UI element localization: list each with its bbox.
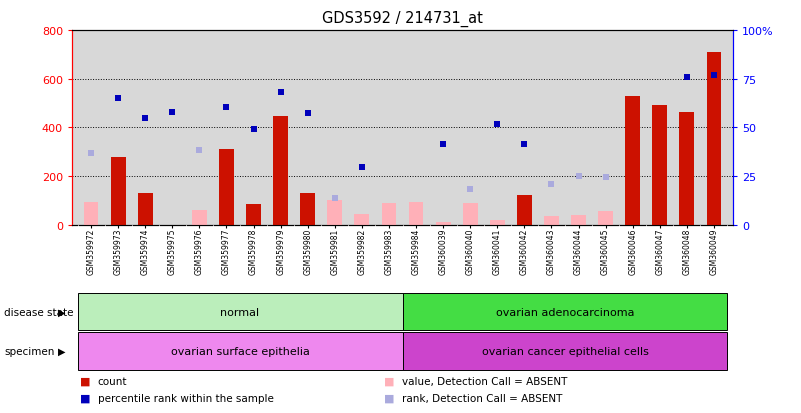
Text: percentile rank within the sample: percentile rank within the sample (98, 393, 274, 403)
Bar (403, 332, 727, 370)
Text: GSM359976: GSM359976 (195, 228, 204, 275)
Bar (300, 194, 315, 225)
Text: ovarian cancer epithelial cells: ovarian cancer epithelial cells (481, 346, 649, 356)
Bar (403, 293, 727, 330)
Text: GSM360042: GSM360042 (520, 228, 529, 275)
Bar (626, 97, 640, 225)
Text: count: count (98, 376, 127, 386)
Bar (706, 53, 722, 225)
Text: GSM359983: GSM359983 (384, 228, 393, 275)
Text: GSM360043: GSM360043 (547, 228, 556, 275)
Bar (490, 220, 505, 225)
Text: rank, Detection Call = ABSENT: rank, Detection Call = ABSENT (402, 393, 562, 403)
Text: GSM359977: GSM359977 (222, 228, 231, 275)
Bar (544, 216, 559, 225)
Text: ■: ■ (384, 376, 395, 386)
Text: ■: ■ (80, 376, 91, 386)
Text: GSM360046: GSM360046 (628, 228, 638, 275)
Text: GSM360045: GSM360045 (601, 228, 610, 275)
Bar (246, 204, 261, 225)
Bar (78, 293, 403, 330)
Bar (571, 216, 586, 225)
Bar (436, 223, 451, 225)
Text: GSM359980: GSM359980 (304, 228, 312, 275)
Text: GSM359984: GSM359984 (412, 228, 421, 275)
Text: GSM360039: GSM360039 (439, 228, 448, 275)
Text: ▶: ▶ (58, 346, 66, 356)
Bar (78, 332, 403, 370)
Text: GSM359982: GSM359982 (357, 228, 366, 275)
Bar (138, 194, 153, 225)
Bar (328, 201, 342, 225)
Text: GSM360041: GSM360041 (493, 228, 501, 275)
Bar (598, 212, 613, 225)
Bar (83, 202, 99, 225)
Text: GSM360040: GSM360040 (465, 228, 475, 275)
Text: ▶: ▶ (58, 307, 66, 317)
Text: GSM359978: GSM359978 (249, 228, 258, 275)
Text: specimen: specimen (4, 346, 54, 356)
Text: ■: ■ (384, 393, 395, 403)
Bar (652, 106, 667, 225)
Bar (463, 203, 477, 225)
Text: GSM359975: GSM359975 (167, 228, 177, 275)
Text: GSM359973: GSM359973 (114, 228, 123, 275)
Text: normal: normal (220, 307, 260, 317)
Bar (111, 157, 126, 225)
Text: value, Detection Call = ABSENT: value, Detection Call = ABSENT (402, 376, 567, 386)
Text: GSM359972: GSM359972 (87, 228, 95, 275)
Text: GSM360049: GSM360049 (710, 228, 718, 275)
Text: GSM359981: GSM359981 (330, 228, 340, 275)
Text: GSM359979: GSM359979 (276, 228, 285, 275)
Text: ovarian surface epithelia: ovarian surface epithelia (171, 346, 309, 356)
Bar (409, 202, 424, 225)
Bar (219, 150, 234, 225)
Bar (381, 203, 396, 225)
Text: GSM359974: GSM359974 (141, 228, 150, 275)
Bar (517, 196, 532, 225)
Bar (273, 117, 288, 225)
Text: ovarian adenocarcinoma: ovarian adenocarcinoma (496, 307, 634, 317)
Text: ■: ■ (80, 393, 91, 403)
Bar (679, 112, 694, 225)
Text: GSM360048: GSM360048 (682, 228, 691, 275)
Text: GDS3592 / 214731_at: GDS3592 / 214731_at (322, 10, 483, 26)
Bar (354, 214, 369, 225)
Text: disease state: disease state (4, 307, 74, 317)
Bar (192, 211, 207, 225)
Text: GSM360047: GSM360047 (655, 228, 664, 275)
Text: GSM360044: GSM360044 (574, 228, 583, 275)
